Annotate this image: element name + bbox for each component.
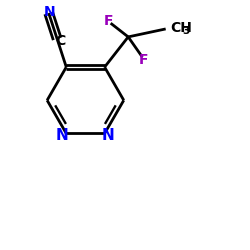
Text: N: N	[102, 128, 115, 143]
Text: C: C	[55, 34, 65, 48]
Text: N: N	[56, 128, 68, 143]
Text: F: F	[104, 14, 114, 28]
Text: 3: 3	[182, 26, 190, 36]
Text: CH: CH	[170, 22, 192, 36]
Text: N: N	[44, 5, 56, 19]
Text: F: F	[139, 52, 148, 66]
